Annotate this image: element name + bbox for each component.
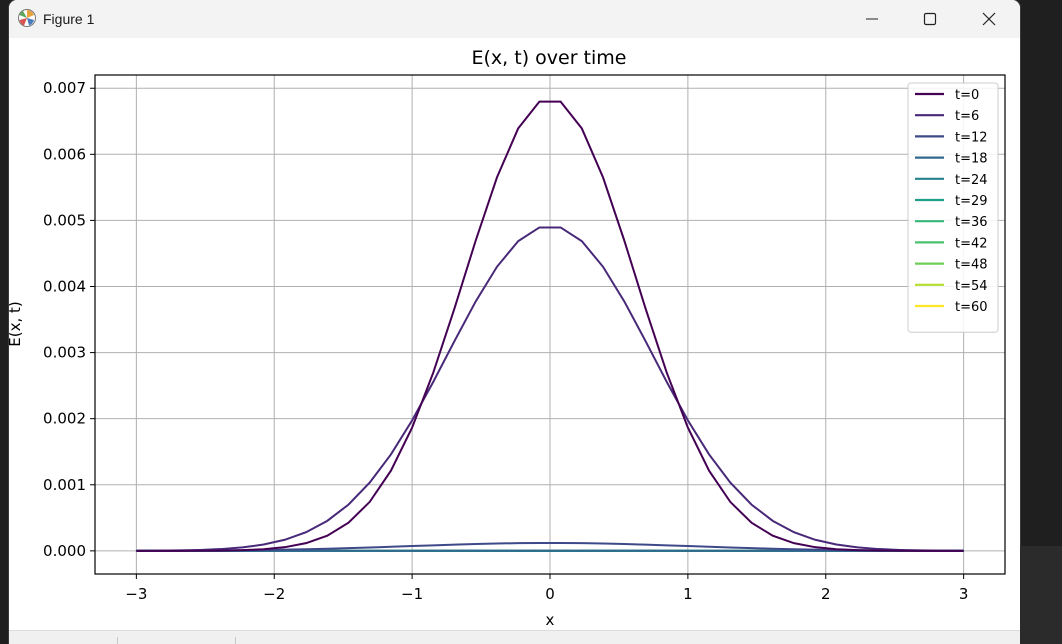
legend-label: t=29 <box>955 194 988 209</box>
chart-title: E(x, t) over time <box>472 47 627 69</box>
y-tick-label: 0.007 <box>43 79 86 97</box>
maximize-button[interactable] <box>901 0 959 38</box>
y-axis-label: E(x, t) <box>9 301 24 346</box>
figure-window: Figure 1 E(x, t) over time −3 −2 −1 0 1 2 3 0.0… <box>9 0 1020 644</box>
x-tick-label: 0 <box>545 585 555 603</box>
x-tick-label: 2 <box>821 585 831 603</box>
series-lines <box>136 100 964 552</box>
y-tick-label: 0.005 <box>43 211 86 229</box>
legend-label: t=18 <box>955 152 988 167</box>
legend-label: t=48 <box>955 258 988 273</box>
legend-label: t=24 <box>955 173 988 188</box>
axis-ticks: −3 −2 −1 0 1 2 3 0.000 0.001 0.002 0.003 0.004 0.005… <box>43 79 968 603</box>
x-tick-label: 1 <box>683 585 693 603</box>
x-tick-label: −1 <box>401 585 423 603</box>
legend: t=0 t=6 t=12 t=18 t=24 t=29 t=36 t=42 t=48 t=54 t=… <box>907 82 999 333</box>
y-tick-label: 0.006 <box>43 145 86 163</box>
y-tick-label: 0.001 <box>43 476 86 494</box>
legend-label: t=42 <box>955 236 988 251</box>
toolbar <box>9 630 1020 644</box>
y-tick-label: 0.002 <box>43 410 86 428</box>
toolbar-separator <box>117 637 118 644</box>
series-line-t-0 <box>136 100 964 552</box>
x-tick-label: −2 <box>263 585 285 603</box>
series-line-t-12 <box>136 541 964 552</box>
maximize-icon <box>923 12 937 26</box>
background-window <box>1020 546 1062 644</box>
legend-box <box>907 82 999 333</box>
y-tick-label: 0.004 <box>43 277 86 295</box>
x-tick-label: −3 <box>125 585 147 603</box>
legend-label: t=6 <box>955 109 979 124</box>
minimize-button[interactable] <box>843 0 901 38</box>
window-title: Figure 1 <box>43 11 95 27</box>
x-axis-label: x <box>546 611 555 629</box>
minimize-icon <box>866 18 878 20</box>
legend-label: t=60 <box>955 300 988 315</box>
title-bar[interactable]: Figure 1 <box>9 0 1020 38</box>
legend-label: t=12 <box>955 130 988 145</box>
legend-label: t=54 <box>955 279 988 294</box>
y-tick-label: 0.000 <box>43 542 86 560</box>
series-line-t-6 <box>136 226 964 552</box>
legend-label: t=0 <box>955 88 979 103</box>
y-tick-label: 0.003 <box>43 344 86 362</box>
x-tick-label: 3 <box>959 585 969 603</box>
close-button[interactable] <box>960 0 1018 38</box>
close-icon <box>982 12 996 26</box>
toolbar-separator <box>235 637 236 644</box>
line-chart: E(x, t) over time −3 −2 −1 0 1 2 3 0.000 0.001 0.… <box>9 47 1006 629</box>
grid <box>95 75 1005 574</box>
legend-label: t=36 <box>955 215 988 230</box>
matplotlib-icon <box>18 9 36 27</box>
